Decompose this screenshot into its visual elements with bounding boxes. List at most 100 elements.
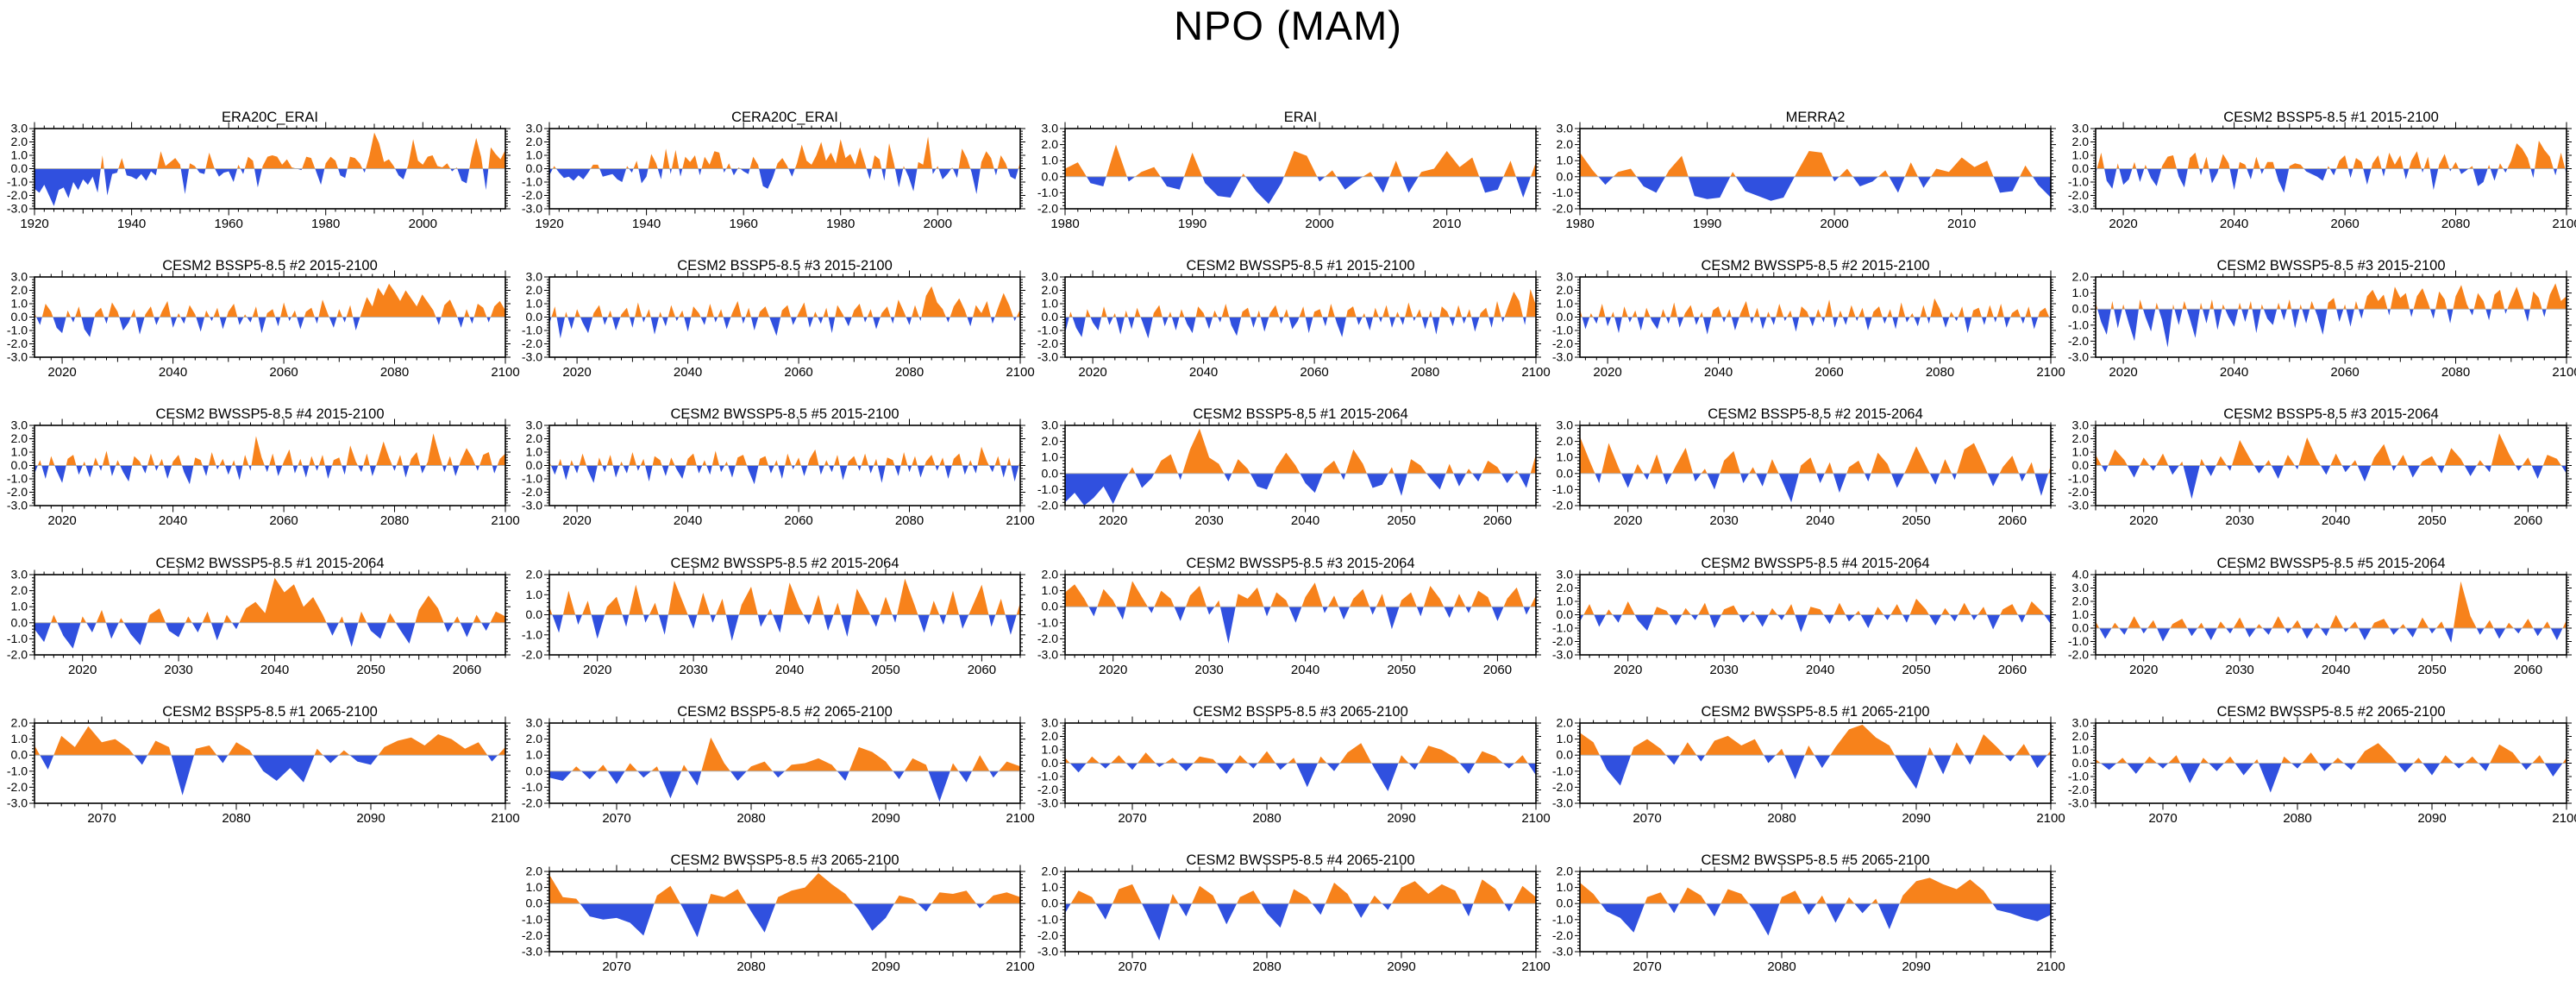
svg-text:1.0: 1.0 bbox=[2071, 148, 2089, 162]
series-negative-fill bbox=[549, 168, 1021, 194]
chart-title: CESM2 BSSP5-8.5 #3 2015-2064 bbox=[2223, 406, 2439, 422]
x-axis-ticks bbox=[2095, 418, 2567, 513]
y-tick-labels: -3.0-2.0-1.00.01.02.03.0 bbox=[1037, 716, 1058, 810]
x-tick-labels: 2070 2080 2090 2100 bbox=[1118, 811, 1550, 826]
svg-text:3.0: 3.0 bbox=[2071, 418, 2089, 432]
svg-text:-1.0: -1.0 bbox=[522, 175, 542, 189]
svg-text:1.0: 1.0 bbox=[1557, 732, 1574, 745]
svg-text:2060: 2060 bbox=[2513, 513, 2542, 528]
x-tick-labels: 2070 2080 2090 2100 bbox=[1633, 811, 2065, 826]
y-tick-labels: -3.0-2.0-1.00.01.02.03.0 bbox=[522, 418, 542, 513]
y-axis-ticks bbox=[1575, 871, 2057, 953]
y-axis-ticks bbox=[544, 722, 1026, 804]
svg-text:2060: 2060 bbox=[1483, 663, 1512, 677]
chart-panel-17: CESM2 BWSSP5-8.5 #3 2015-2064 2020 2030 204… bbox=[1037, 556, 1541, 677]
svg-text:2.0: 2.0 bbox=[11, 135, 28, 148]
svg-text:3.0: 3.0 bbox=[526, 418, 543, 432]
svg-text:2030: 2030 bbox=[1194, 663, 1223, 677]
chart-title: CESM2 BWSSP5-8.5 #1 2065-2100 bbox=[1702, 704, 1930, 720]
svg-text:2060: 2060 bbox=[1998, 513, 2027, 528]
chart-panel-10: CESM2 BWSSP5-8.5 #4 2015-2100 2020 2040 206… bbox=[7, 406, 520, 528]
svg-text:-2.0: -2.0 bbox=[2067, 334, 2088, 348]
svg-text:-2.0: -2.0 bbox=[522, 796, 542, 810]
svg-text:2060: 2060 bbox=[2513, 663, 2542, 677]
svg-text:2100: 2100 bbox=[491, 513, 519, 528]
svg-text:2100: 2100 bbox=[2037, 811, 2065, 826]
series-positive-fill bbox=[34, 726, 505, 756]
chart-panel-1: CERA20C_ERAI 1920 1940 1960 1980 2000 -3.0-2.0… bbox=[522, 110, 1026, 231]
svg-text:2020: 2020 bbox=[1594, 365, 1622, 380]
svg-text:2060: 2060 bbox=[2330, 217, 2359, 231]
svg-text:1.0: 1.0 bbox=[2071, 743, 2089, 757]
svg-text:2090: 2090 bbox=[2417, 811, 2446, 826]
svg-text:2100: 2100 bbox=[1006, 959, 1035, 974]
svg-text:-3.0: -3.0 bbox=[522, 499, 542, 513]
svg-text:-1.0: -1.0 bbox=[1552, 912, 1573, 926]
series-positive-fill bbox=[2095, 141, 2567, 169]
x-tick-labels: 2020 2030 2040 2050 2060 bbox=[68, 663, 481, 677]
svg-text:-1.0: -1.0 bbox=[1037, 615, 1058, 629]
chart-panel-6: CESM2 BSSP5-8.5 #3 2015-2100 2020 2040 2060… bbox=[522, 258, 1035, 380]
series-positive-fill bbox=[2095, 283, 2567, 310]
svg-text:1980: 1980 bbox=[1566, 217, 1595, 231]
plot-frame bbox=[1579, 425, 2052, 506]
svg-text:2060: 2060 bbox=[269, 513, 298, 528]
x-tick-labels: 2070 2080 2090 2100 bbox=[2148, 811, 2576, 826]
svg-text:2.0: 2.0 bbox=[526, 135, 543, 148]
series-negative-fill bbox=[1580, 176, 2052, 201]
plot-frame bbox=[548, 425, 1022, 506]
series-positive-fill bbox=[2095, 743, 2567, 764]
chart-panel-23: CESM2 BWSSP5-8.5 #1 2065-2100 2070 2080 209… bbox=[1552, 704, 2065, 826]
chart-title: CESM2 BSSP5-8.5 #2 2015-2100 bbox=[162, 258, 378, 274]
svg-text:2030: 2030 bbox=[164, 663, 192, 677]
x-tick-labels: 2070 2080 2090 2100 bbox=[603, 811, 1035, 826]
svg-text:-2.0: -2.0 bbox=[2067, 648, 2088, 662]
svg-text:1.0: 1.0 bbox=[1557, 880, 1574, 894]
x-axis-ticks bbox=[1579, 716, 2052, 810]
svg-text:-2.0: -2.0 bbox=[1552, 780, 1573, 794]
chart-panel-20: CESM2 BSSP5-8.5 #1 2065-2100 2070 2080 2090… bbox=[7, 704, 520, 826]
svg-text:1.0: 1.0 bbox=[2071, 607, 2089, 621]
svg-text:0.0: 0.0 bbox=[1041, 756, 1058, 770]
svg-text:2080: 2080 bbox=[380, 365, 409, 380]
svg-text:-2.0: -2.0 bbox=[522, 188, 542, 202]
svg-text:3.0: 3.0 bbox=[526, 270, 543, 284]
svg-text:1980: 1980 bbox=[1050, 217, 1079, 231]
plot-frame bbox=[548, 276, 1022, 358]
svg-text:2070: 2070 bbox=[87, 811, 116, 826]
plot-frame bbox=[2094, 128, 2567, 210]
series-negative-fill bbox=[1064, 473, 1536, 506]
svg-text:2100: 2100 bbox=[2552, 811, 2576, 826]
svg-text:2100: 2100 bbox=[2037, 365, 2065, 380]
svg-text:-1.0: -1.0 bbox=[1552, 482, 1573, 496]
y-axis-ticks bbox=[2090, 574, 2572, 656]
svg-text:1.0: 1.0 bbox=[1041, 297, 1058, 311]
x-axis-ticks bbox=[1064, 865, 1537, 959]
svg-text:-3.0: -3.0 bbox=[2067, 499, 2088, 513]
svg-text:3.0: 3.0 bbox=[526, 122, 543, 135]
svg-text:-2.0: -2.0 bbox=[2067, 783, 2088, 796]
plot-frame bbox=[34, 722, 506, 804]
svg-text:3.0: 3.0 bbox=[2071, 581, 2089, 594]
svg-text:-3.0: -3.0 bbox=[522, 202, 542, 216]
x-tick-labels: 2020 2030 2040 2050 2060 bbox=[1099, 513, 1512, 528]
svg-text:2020: 2020 bbox=[2109, 217, 2137, 231]
x-tick-labels: 2020 2040 2060 2080 2100 bbox=[47, 513, 519, 528]
svg-text:1.0: 1.0 bbox=[11, 600, 28, 613]
svg-text:2.0: 2.0 bbox=[11, 431, 28, 445]
y-tick-labels: -3.0 -2.0 -1.0 0.0 1.0 2.0 bbox=[1552, 865, 1573, 959]
svg-text:1980: 1980 bbox=[311, 217, 340, 231]
svg-text:2100: 2100 bbox=[1006, 811, 1035, 826]
x-tick-labels: 2020 2030 2040 2050 2060 bbox=[583, 663, 996, 677]
plot-frame bbox=[1063, 128, 1537, 210]
chart-title: CESM2 BWSSP5-8.5 #1 2015-2064 bbox=[155, 556, 384, 571]
svg-text:2100: 2100 bbox=[2552, 217, 2576, 231]
x-tick-labels: 2070 2080 2090 2100 bbox=[1633, 959, 2065, 974]
svg-text:2070: 2070 bbox=[1633, 811, 1662, 826]
svg-text:2.0: 2.0 bbox=[1557, 137, 1574, 151]
chart-title: CESM2 BWSSP5-8.5 #2 2015-2100 bbox=[1702, 258, 1930, 274]
y-tick-labels: -2.0 -1.0 0.0 1.0 2.0 3.0 bbox=[1037, 418, 1058, 513]
series-positive-fill bbox=[1580, 437, 2052, 474]
svg-text:-3.0: -3.0 bbox=[7, 350, 28, 364]
svg-text:2.0: 2.0 bbox=[526, 732, 543, 745]
